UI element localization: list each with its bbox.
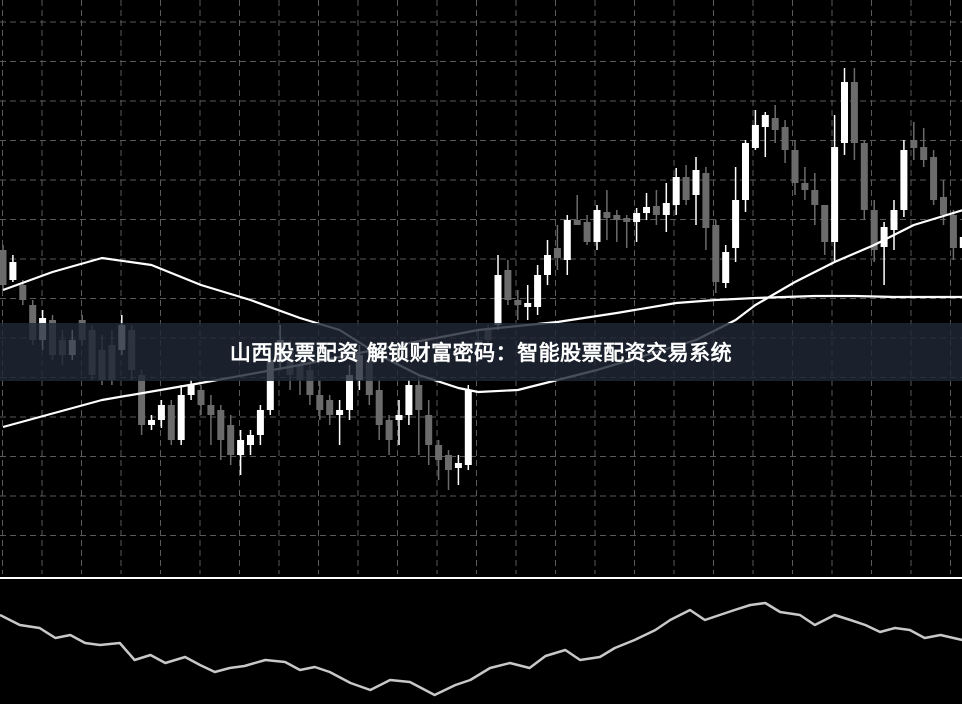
oscillator-line — [0, 601, 962, 697]
candle-up — [177, 395, 185, 440]
candle-up — [880, 227, 888, 247]
candle-down — [326, 400, 334, 415]
candle-down — [445, 455, 452, 470]
candle-up — [148, 420, 155, 425]
candle-down — [702, 173, 710, 228]
candle-down — [623, 218, 631, 222]
candle-up — [237, 440, 245, 455]
candle-down — [217, 410, 225, 440]
candle-up — [563, 220, 571, 260]
candle-up — [395, 415, 403, 420]
candle-up — [742, 143, 749, 200]
candle-up — [256, 410, 264, 435]
candle-down — [29, 305, 37, 340]
candle-up — [247, 435, 254, 445]
candle-up — [722, 252, 730, 283]
candle-down — [573, 220, 581, 225]
candle-down — [385, 420, 393, 440]
candle-up — [266, 360, 274, 410]
candle-up — [454, 463, 462, 468]
moving-average-line-1 — [2, 209, 962, 394]
candle-up — [761, 115, 769, 127]
candle-down — [920, 147, 928, 160]
candle-down — [306, 370, 314, 395]
candle-up — [841, 82, 848, 143]
candle-down — [553, 248, 561, 258]
candle-down — [781, 127, 789, 150]
candle-up — [633, 213, 641, 222]
candle-down — [712, 225, 720, 282]
candle-down — [514, 300, 522, 305]
candle-up — [534, 275, 542, 307]
candle-down — [811, 190, 819, 205]
candle-down — [949, 215, 957, 248]
candle-down — [801, 183, 809, 190]
candle-up — [890, 210, 898, 230]
candle-up — [643, 207, 650, 213]
candle-up — [187, 385, 195, 395]
candle-up — [751, 125, 759, 148]
candle-up — [900, 150, 908, 210]
candle-down — [771, 118, 779, 130]
candle-down — [860, 143, 868, 210]
candle-down — [207, 405, 215, 415]
candle-up — [593, 210, 601, 242]
candle-down — [930, 157, 938, 200]
candle-down — [682, 177, 690, 200]
candle-down — [375, 390, 383, 425]
candle-down — [197, 390, 205, 405]
candle-up — [157, 405, 165, 420]
candle-down — [940, 197, 947, 215]
candle-down — [415, 385, 423, 410]
candle-up — [494, 275, 502, 325]
candle-up — [524, 303, 532, 307]
candle-up — [732, 200, 740, 248]
candle-up — [831, 147, 839, 242]
candle-down — [167, 405, 175, 440]
candle-up — [544, 255, 551, 275]
candle-down — [910, 140, 918, 148]
candle-down — [583, 222, 591, 242]
candle-down — [791, 150, 799, 183]
candle-up — [346, 375, 353, 410]
candle-up — [672, 177, 680, 205]
candle-up — [662, 203, 670, 215]
candle-down — [316, 395, 324, 410]
candle-down — [138, 375, 146, 425]
candle-down — [613, 215, 621, 220]
candle-down — [870, 210, 878, 250]
candle-up — [405, 385, 413, 415]
candle-down — [19, 285, 27, 300]
candle-down — [435, 445, 443, 460]
candle-down — [425, 415, 433, 445]
candle-up — [692, 170, 700, 195]
candle-down — [227, 425, 235, 455]
candle-up — [464, 390, 472, 465]
candle-down — [850, 82, 858, 143]
candle-up — [9, 262, 17, 280]
candle-down — [603, 212, 611, 218]
banner-title: 山西股票配资 解锁财富密码：智能股票配资交易系统 — [229, 341, 733, 365]
candle-down — [0, 250, 7, 285]
candle-down — [652, 206, 660, 215]
title-banner: 山西股票配资 解锁财富密码：智能股票配资交易系统 — [0, 323, 962, 381]
candle-down — [504, 270, 512, 300]
candle-down — [821, 205, 829, 242]
candle-up — [336, 410, 344, 415]
candle-up — [959, 237, 962, 248]
